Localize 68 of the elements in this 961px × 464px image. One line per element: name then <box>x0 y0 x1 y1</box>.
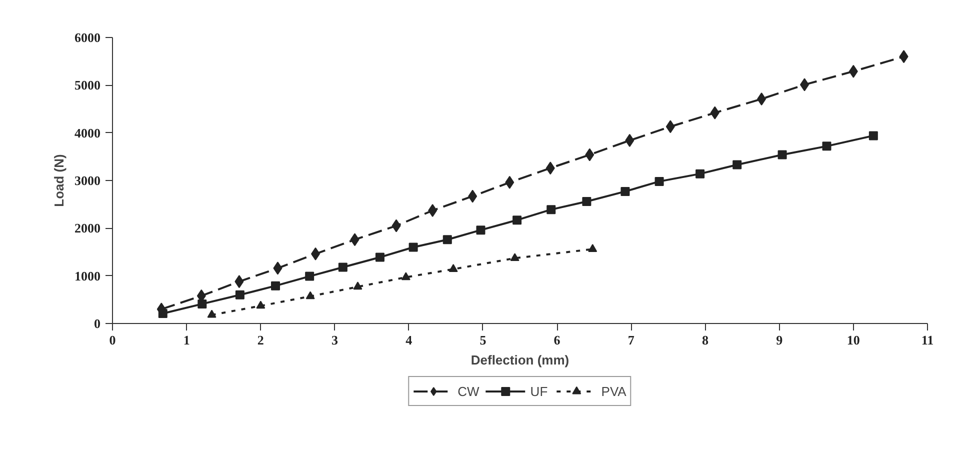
point <box>666 120 675 134</box>
point <box>207 310 216 318</box>
point <box>235 290 244 300</box>
point <box>822 142 832 151</box>
point <box>476 226 486 235</box>
x-tick-label: 4 <box>406 332 413 348</box>
x-tick-label: 5 <box>480 332 487 348</box>
point <box>625 134 634 147</box>
point <box>512 216 522 225</box>
point <box>428 204 438 218</box>
y-tick-label: 0 <box>94 316 100 331</box>
point <box>234 275 244 288</box>
point <box>305 272 314 281</box>
y-tick-label: 6000 <box>74 30 100 45</box>
point <box>271 281 280 290</box>
y-tick-label: 5000 <box>74 78 100 93</box>
point <box>620 186 630 196</box>
point <box>448 264 458 272</box>
point <box>375 252 384 262</box>
point <box>546 162 555 175</box>
y-tick-label: 3000 <box>74 173 100 188</box>
y-tick-label: 2000 <box>74 220 100 236</box>
point <box>588 244 598 252</box>
point <box>778 150 787 160</box>
y-tick-label: 1000 <box>74 268 100 284</box>
point <box>306 291 315 300</box>
point <box>654 176 664 186</box>
point <box>350 233 360 246</box>
point <box>585 148 594 162</box>
point <box>710 106 720 120</box>
point <box>442 235 452 244</box>
point <box>546 205 556 214</box>
x-tick-label: 3 <box>332 332 339 348</box>
point <box>510 253 520 262</box>
point <box>353 282 362 290</box>
point <box>392 219 401 232</box>
y-axis-title: Load (N) <box>52 154 66 207</box>
x-axis-title: Deflection (mm) <box>470 352 570 368</box>
x-tick-label: 11 <box>921 332 934 348</box>
legend-label: UF <box>530 384 549 398</box>
x-tick-label: 0 <box>109 332 116 348</box>
point <box>696 169 705 178</box>
point <box>408 242 418 252</box>
x-tick-label: 6 <box>554 332 561 348</box>
x-tick-label: 2 <box>257 332 264 348</box>
point <box>582 196 592 206</box>
legend-label: CW <box>458 384 480 398</box>
point <box>468 190 478 203</box>
point <box>198 299 207 308</box>
x-tick-label: 10 <box>846 332 860 348</box>
point <box>256 300 266 309</box>
point <box>757 92 766 106</box>
x-tick-label: 8 <box>702 332 709 348</box>
y-tick-label: 4000 <box>74 125 100 140</box>
point <box>273 262 282 275</box>
point <box>311 247 320 260</box>
point <box>800 78 810 92</box>
point <box>848 64 858 78</box>
point <box>732 160 742 170</box>
point <box>899 50 908 64</box>
point <box>338 262 348 272</box>
x-tick-label: 9 <box>776 332 784 348</box>
point <box>401 272 410 280</box>
point <box>868 131 878 140</box>
legend-label: PVA <box>601 384 626 398</box>
x-tick-label: 7 <box>628 332 635 348</box>
x-tick-label: 1 <box>183 332 190 348</box>
point <box>505 176 514 189</box>
